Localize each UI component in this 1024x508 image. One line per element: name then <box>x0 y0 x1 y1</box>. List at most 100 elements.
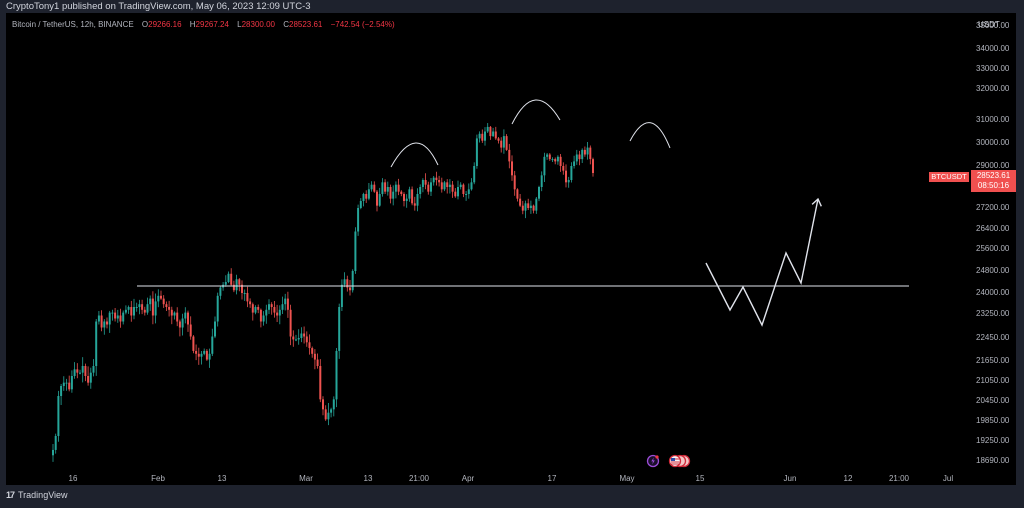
us-flag-economic-events[interactable] <box>667 454 691 473</box>
candle <box>52 449 54 456</box>
candle <box>79 372 81 374</box>
candle <box>419 187 422 194</box>
candle <box>457 187 459 197</box>
candle <box>454 191 457 197</box>
candle <box>62 382 65 386</box>
price-tick-label: 23250.00 <box>976 309 1010 318</box>
low-label: L <box>237 20 242 29</box>
candle <box>494 131 497 139</box>
chart-panel[interactable] <box>6 13 1016 485</box>
time-tick-label: 15 <box>695 474 705 483</box>
candle <box>219 287 222 296</box>
price-tick-label: 26400.00 <box>976 224 1010 233</box>
candle <box>338 307 341 351</box>
candle <box>297 338 300 340</box>
candle <box>497 138 500 141</box>
candle <box>427 184 430 192</box>
price-tick-label: 32000.00 <box>976 84 1010 93</box>
footer-branding[interactable]: 17 TradingView <box>6 490 68 500</box>
arc-drawing[interactable] <box>511 99 561 125</box>
candle <box>513 175 516 190</box>
candle <box>583 149 586 155</box>
candle <box>473 166 476 183</box>
candle <box>481 133 484 141</box>
candle <box>181 318 184 328</box>
candle <box>205 350 208 360</box>
candle <box>106 321 108 325</box>
candle <box>500 140 503 148</box>
lightning-event-icon[interactable] <box>646 454 660 473</box>
candle <box>68 382 71 390</box>
candle <box>211 336 214 354</box>
candle <box>519 198 522 206</box>
candle <box>195 350 198 354</box>
candle <box>170 309 173 316</box>
candle <box>322 399 324 410</box>
high-value: 29267.24 <box>195 20 229 29</box>
candle <box>389 187 392 199</box>
candle <box>103 321 106 328</box>
price-tick-label: 30000.00 <box>976 138 1010 147</box>
candle <box>54 436 57 450</box>
candle <box>281 304 284 310</box>
arc-drawing[interactable] <box>390 142 439 168</box>
candle <box>311 348 314 354</box>
candle <box>489 126 492 137</box>
candle <box>411 189 414 204</box>
candle <box>160 295 162 299</box>
projection-path-drawing[interactable] <box>705 198 819 327</box>
last-price-tag: 28523.61 08:50:16 <box>971 170 1016 192</box>
candle <box>400 191 403 194</box>
price-tick-label: 24000.00 <box>976 288 1010 297</box>
bar-countdown: 08:50:16 <box>977 181 1010 190</box>
candle <box>567 180 570 183</box>
candle <box>76 369 79 373</box>
candle <box>381 182 384 194</box>
candle <box>359 201 362 208</box>
candle <box>216 295 219 322</box>
candle <box>367 189 370 199</box>
candle <box>573 161 576 166</box>
candle <box>308 342 311 349</box>
candle <box>138 304 141 307</box>
candle <box>203 350 206 354</box>
candlestick-series <box>52 123 594 462</box>
candle <box>538 187 540 199</box>
arc-drawing[interactable] <box>629 122 671 149</box>
candle <box>416 194 419 206</box>
candle <box>249 301 252 305</box>
candle <box>87 376 90 383</box>
candle <box>362 194 365 201</box>
candle <box>502 136 505 148</box>
candle <box>135 307 138 308</box>
candle <box>540 175 543 187</box>
candle <box>365 194 368 199</box>
candle <box>397 184 400 192</box>
candle <box>192 336 195 351</box>
time-tick-label: Jul <box>942 474 954 483</box>
candle <box>554 159 557 162</box>
candle <box>151 298 154 316</box>
price-tick-label: 21050.00 <box>976 376 1010 385</box>
candle <box>313 353 316 360</box>
candle <box>349 287 351 291</box>
candle <box>197 353 200 357</box>
candle <box>235 279 238 291</box>
candle <box>141 304 144 310</box>
time-tick-label: Apr <box>461 474 475 483</box>
candle <box>386 187 389 192</box>
candle <box>575 154 578 162</box>
change-value: −742.54 (−2.54%) <box>330 20 395 29</box>
candle <box>351 271 354 291</box>
drawing-layer[interactable] <box>137 99 909 327</box>
candle <box>451 184 454 192</box>
candle <box>257 307 260 310</box>
candle <box>146 304 149 313</box>
candle <box>529 205 532 208</box>
candle <box>187 312 189 325</box>
candle <box>316 359 319 366</box>
candle <box>319 366 322 400</box>
time-tick-label: May <box>619 474 635 483</box>
candle <box>232 284 235 291</box>
